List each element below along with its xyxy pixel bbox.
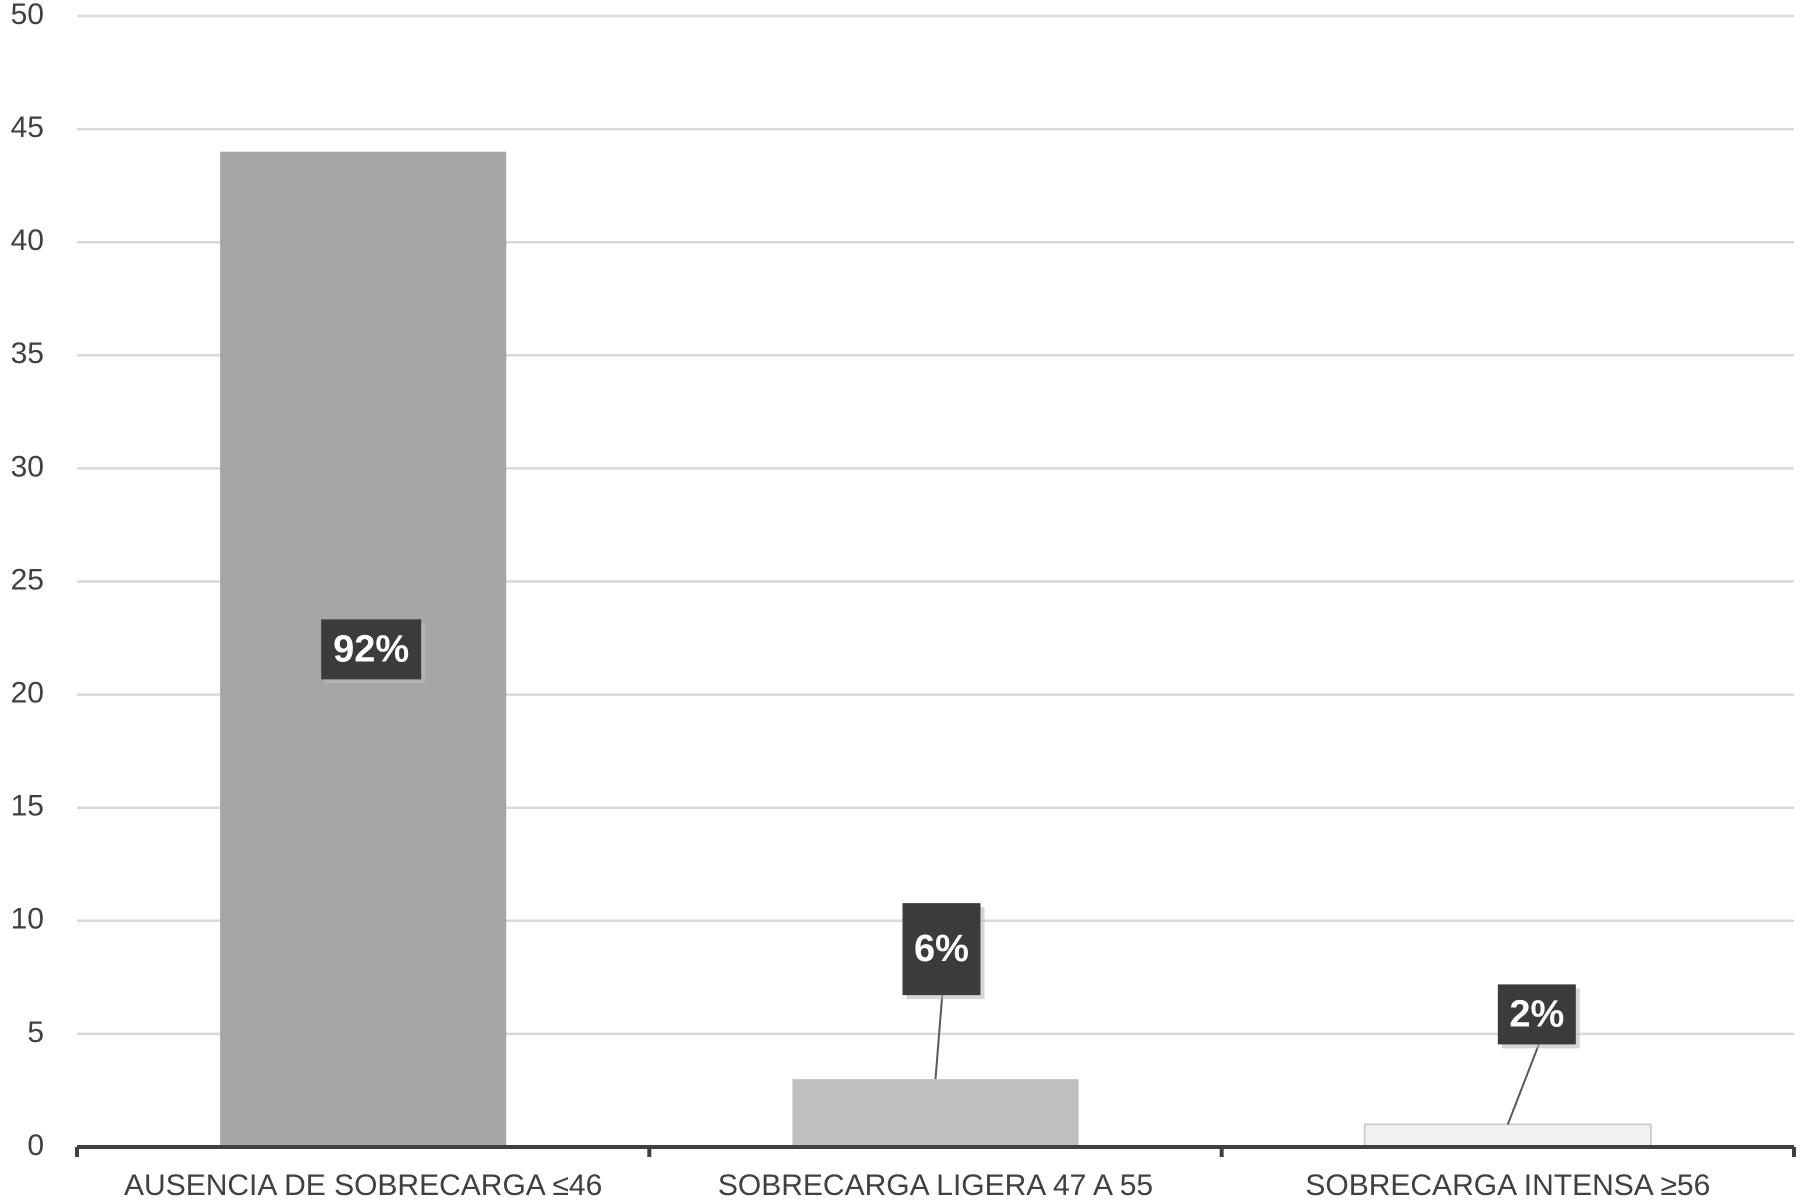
percent-label: 92%: [333, 628, 409, 670]
percent-label: 6%: [914, 928, 969, 970]
x-tick-label: SOBRECARGA INTENSA ≥56: [1305, 1169, 1710, 1202]
callout-box: [1497, 984, 1576, 1045]
percent-label: 2%: [1509, 993, 1564, 1035]
callout-box: [321, 619, 422, 680]
leader-line: [1506, 1044, 1540, 1125]
x-tick-label: AUSENCIA DE SOBRECARGA ≤46: [124, 1169, 602, 1202]
y-tick-label: 40: [11, 224, 44, 257]
y-tick-label: 45: [11, 111, 44, 144]
y-tick-label: 5: [27, 1016, 44, 1049]
data-callout: 6%: [902, 903, 985, 1080]
callout-box: [902, 903, 981, 996]
y-tick-label: 35: [11, 337, 44, 370]
y-tick-label: 10: [11, 903, 44, 936]
y-tick-label: 0: [27, 1129, 44, 1162]
y-tick-label: 50: [11, 0, 44, 31]
data-callout: 2%: [1497, 984, 1580, 1125]
bar: [1363, 1123, 1652, 1149]
y-tick-label: 25: [11, 563, 44, 596]
y-tick-label: 20: [11, 677, 44, 710]
x-tick-label: SOBRECARGA LIGERA 47 A 55: [718, 1169, 1153, 1202]
bar: [792, 1079, 1079, 1147]
data-callout: 92%: [321, 619, 426, 684]
y-tick-label: 30: [11, 450, 44, 483]
y-tick-label: 15: [11, 790, 44, 823]
